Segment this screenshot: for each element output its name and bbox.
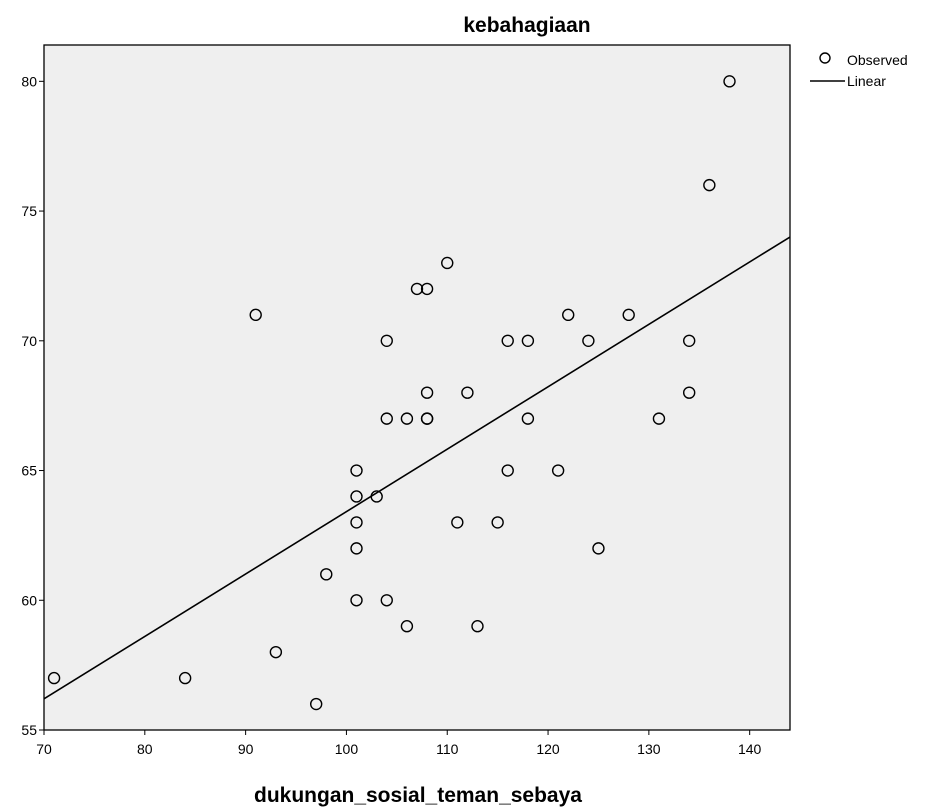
data-point — [249, 308, 262, 322]
data-point — [441, 256, 454, 270]
data-point — [592, 542, 605, 555]
data-point — [461, 386, 474, 399]
x-axis: 70 80 90 100 110 120 130 140 — [36, 730, 762, 757]
linear-fit-line — [43, 236, 791, 700]
data-point — [551, 464, 565, 477]
legend: Observed Linear — [810, 52, 908, 89]
data-point — [501, 464, 514, 477]
data-point — [420, 412, 434, 425]
plot-area-group — [43, 44, 791, 731]
x-tick-label: 100 — [335, 741, 359, 757]
x-tick-label: 70 — [36, 741, 52, 757]
chart-title: kebahagiaan — [463, 14, 590, 37]
y-tick-label: 70 — [21, 333, 37, 349]
data-point — [682, 334, 696, 347]
data-point — [309, 697, 323, 711]
data-point — [582, 334, 595, 347]
data-point — [320, 568, 333, 581]
data-point — [350, 516, 363, 529]
data-point — [350, 542, 363, 555]
y-tick-label: 65 — [21, 463, 37, 479]
y-tick-label: 80 — [21, 73, 37, 89]
legend-linear-label: Linear — [847, 73, 886, 89]
data-point — [703, 178, 716, 192]
x-tick-label: 120 — [536, 741, 560, 757]
data-point — [380, 412, 393, 425]
data-point — [723, 75, 736, 88]
x-axis-label: dukungan_sosial_teman_sebaya — [254, 784, 582, 807]
x-tick-label: 130 — [637, 741, 661, 757]
data-point — [47, 671, 61, 685]
data-point — [491, 516, 504, 529]
x-tick-label: 90 — [238, 741, 254, 757]
legend-observed-label: Observed — [847, 52, 908, 68]
data-point — [380, 594, 393, 607]
data-point — [400, 412, 414, 425]
data-point — [471, 620, 484, 633]
data-point — [652, 412, 666, 425]
data-point — [622, 308, 635, 322]
data-point — [501, 334, 514, 347]
data-points-layer — [47, 75, 736, 711]
data-point — [420, 386, 434, 399]
data-point — [400, 620, 414, 633]
data-point — [420, 282, 434, 296]
data-point — [521, 412, 535, 425]
y-tick-label: 75 — [21, 203, 37, 219]
data-point — [350, 490, 363, 503]
legend-observed-icon — [819, 52, 831, 64]
x-tick-label: 140 — [738, 741, 762, 757]
data-point — [350, 464, 363, 477]
x-tick-label: 80 — [137, 741, 153, 757]
data-point — [451, 516, 464, 529]
data-point — [269, 645, 283, 659]
data-point — [178, 671, 192, 685]
y-axis: 55 60 65 70 75 80 — [21, 73, 44, 738]
y-tick-label: 55 — [21, 722, 37, 738]
data-point — [521, 334, 535, 347]
data-point — [682, 386, 696, 399]
y-tick-label: 60 — [21, 592, 37, 608]
plot-area — [43, 44, 791, 731]
data-point — [350, 594, 363, 607]
data-point — [380, 334, 393, 347]
data-point — [562, 308, 575, 322]
data-point — [410, 282, 424, 296]
x-tick-label: 110 — [436, 741, 459, 757]
